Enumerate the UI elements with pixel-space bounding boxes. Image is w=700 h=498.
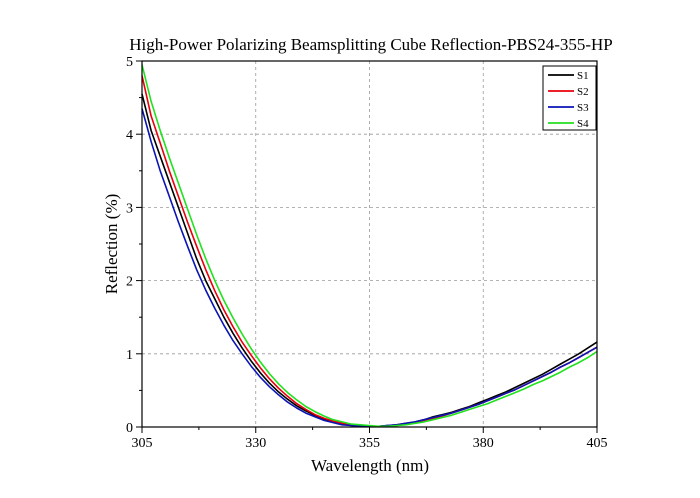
x-tick-label: 380: [473, 436, 494, 451]
x-tick-label: 330: [245, 436, 266, 451]
y-tick-label: 1: [126, 348, 133, 363]
x-tick-label: 405: [587, 436, 608, 451]
x-tick-label: 305: [132, 436, 153, 451]
series-lines: [141, 64, 598, 428]
x-tick-label: 355: [359, 436, 380, 451]
grid: [142, 61, 597, 427]
y-tick-label: 0: [126, 421, 133, 436]
x-axis-label: Wavelength (nm): [311, 456, 429, 475]
legend-box: [542, 65, 597, 131]
y-tick-label: 2: [126, 275, 133, 290]
chart-title: High-Power Polarizing Beamsplitting Cube…: [129, 35, 613, 54]
legend: S1 S2 S3 S4: [542, 65, 597, 131]
legend-label-s4: S4: [577, 118, 589, 130]
y-axis-label: Reflection (%): [102, 194, 121, 295]
axis-ticks: 305 330 355 380 405 0 1 2 3 4 5: [126, 55, 608, 451]
y-tick-label: 5: [126, 55, 133, 70]
series-line-s4: [141, 64, 598, 428]
legend-label-s2: S2: [577, 86, 589, 98]
y-tick-label: 4: [126, 128, 133, 143]
legend-label-s3: S3: [577, 102, 589, 114]
y-tick-label: 3: [126, 201, 133, 216]
legend-label-s1: S1: [577, 70, 589, 82]
